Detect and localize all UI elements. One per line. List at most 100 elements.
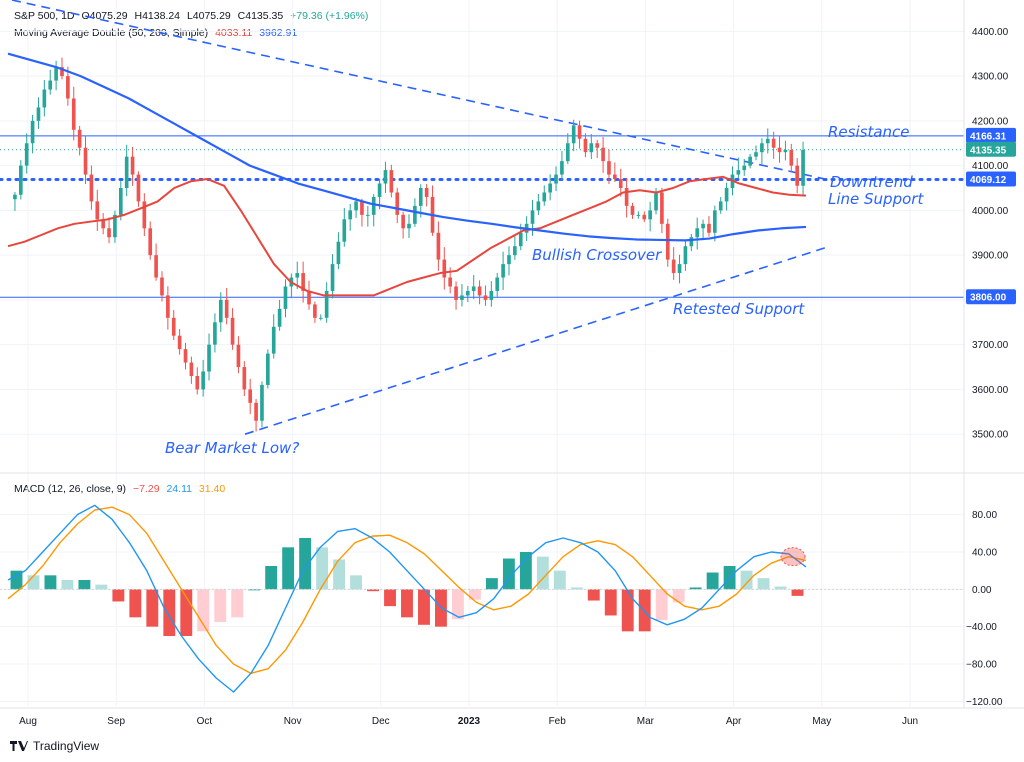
macd-signal-line	[7, 506, 807, 675]
candle-body	[366, 214, 370, 216]
macd-hist-bar	[299, 538, 312, 590]
annotations: Resistance Downtrend Line Support Bullis…	[165, 123, 924, 457]
candle-body	[230, 317, 235, 345]
axes: 3500.003600.003700.003800.003900.004000.…	[0, 0, 1024, 727]
candle-body	[465, 290, 470, 296]
y-tick-label: 3600.00	[972, 385, 1009, 396]
macd-hist-bar	[367, 589, 379, 592]
macd-hist-bar	[587, 589, 600, 601]
macd-tick-label: −80.00	[966, 660, 997, 671]
macd-hist-bar	[231, 589, 244, 618]
x-tick-label: Apr	[726, 716, 742, 727]
macd-hist-bar	[180, 589, 193, 636]
candle-body	[760, 143, 764, 153]
macd-hist-value: −7.29	[132, 483, 160, 495]
macd-hist-bar	[129, 589, 142, 618]
candle-body	[565, 143, 570, 162]
macd-hist-bar	[282, 547, 295, 590]
candle-body	[618, 179, 623, 188]
candle-body	[418, 188, 423, 206]
macd-hist-bar	[10, 570, 23, 590]
x-tick-label: May	[812, 716, 831, 727]
candle-body	[642, 214, 647, 220]
y-tick-label: 3700.00	[972, 340, 1009, 351]
candle-body	[801, 149, 805, 186]
macd-hist-bar	[502, 558, 515, 590]
price-label-text: 3806.00	[970, 293, 1007, 304]
candle-body	[148, 228, 153, 256]
ma-fast-value: 4033.11	[215, 27, 253, 39]
macd-hist-bar	[146, 589, 159, 627]
candle-body	[136, 174, 141, 202]
candle-body	[513, 246, 517, 256]
x-tick-label: Oct	[197, 716, 213, 727]
candle-body	[89, 174, 94, 202]
candle-body	[401, 214, 405, 229]
candle-body	[424, 188, 429, 197]
candle-body	[789, 149, 794, 166]
candle-body	[589, 143, 594, 153]
macd-hist-bar	[655, 589, 668, 621]
macd-hist-bar	[519, 552, 532, 590]
candle-body	[530, 210, 535, 224]
candle-body	[154, 255, 158, 278]
macd-tick-label: −40.00	[966, 622, 997, 633]
y-tick-label: 3500.00	[972, 430, 1009, 441]
candle-body	[795, 165, 800, 186]
macd-hist-bar	[604, 589, 617, 616]
macd-tick-label: 40.00	[972, 548, 997, 559]
macd-hist-bar	[265, 566, 278, 590]
candle-body	[171, 317, 176, 336]
candle-body	[677, 264, 682, 274]
candle-body	[236, 344, 241, 368]
price-label-text: 4135.35	[970, 145, 1007, 156]
candle-body	[30, 120, 35, 144]
candle-body	[101, 219, 105, 229]
candle-body	[701, 223, 705, 229]
candle-body	[536, 201, 541, 211]
candle-body	[36, 107, 41, 121]
candle-body	[613, 174, 617, 180]
y-tick-label: 4000.00	[972, 206, 1009, 217]
candle-body	[54, 67, 58, 81]
macd-hist-bar	[61, 580, 74, 590]
macd-hist-bar	[197, 589, 210, 632]
candle-body	[42, 89, 47, 108]
price-pane	[0, 0, 966, 435]
candle-body	[360, 201, 364, 215]
close-value: C4135.35	[237, 10, 284, 22]
x-tick-label: Feb	[549, 716, 567, 727]
y-tick-label: 4100.00	[972, 161, 1009, 172]
candle-body	[777, 147, 782, 153]
x-tick-label: Aug	[19, 716, 37, 727]
candle-body	[636, 214, 641, 216]
ma-legend: Moving Average Double (50, 200, Simple) …	[14, 27, 301, 39]
macd-hist-bar	[350, 575, 363, 590]
macd-hist-bar	[214, 589, 227, 622]
macd-hist-bar	[418, 589, 430, 625]
candle-body	[542, 192, 547, 202]
macd-hist-bar	[248, 589, 261, 591]
candle-body	[207, 344, 211, 372]
tradingview-logo[interactable]: TradingView	[10, 739, 99, 753]
candle-body	[201, 371, 205, 390]
candle-body	[477, 286, 482, 296]
candle-body	[454, 286, 458, 300]
low-value: L4075.29	[186, 10, 231, 22]
x-tick-label: Nov	[284, 716, 302, 727]
candle-body	[713, 210, 717, 233]
candle-body	[436, 232, 441, 260]
macd-legend: MACD (12, 26, close, 9) −7.29 24.11 31.4…	[14, 483, 229, 495]
downtrend-annotation: Downtrend	[830, 173, 913, 191]
tradingview-icon	[10, 741, 28, 751]
candle-body	[442, 259, 447, 278]
candle-body	[460, 295, 464, 300]
bear-market-low-annotation: Bear Market Low?	[165, 439, 299, 457]
candle-body	[548, 183, 552, 193]
candle-body	[507, 255, 511, 265]
macd-line-value: 24.11	[166, 483, 192, 495]
candle-body	[95, 201, 100, 220]
x-tick-label: Dec	[372, 716, 390, 727]
candle-body	[736, 170, 741, 175]
